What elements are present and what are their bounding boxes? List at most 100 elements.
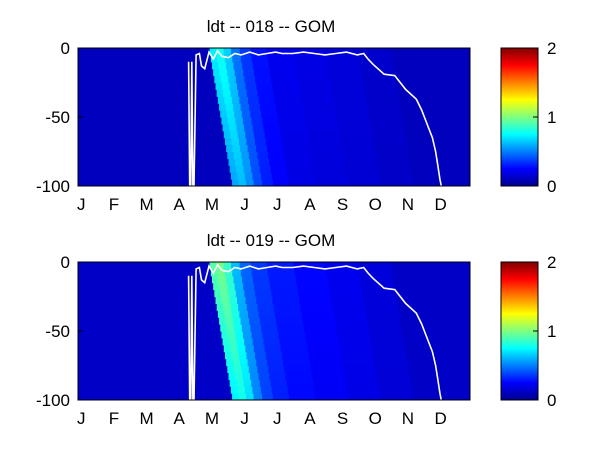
heatmap-2-cell xyxy=(360,275,394,284)
y-tick-label: -50 xyxy=(45,322,70,341)
colorbar-tick-label: 0 xyxy=(547,391,556,410)
heatmap-2-cell xyxy=(363,296,397,304)
heatmap-1-cell xyxy=(285,158,313,166)
heatmap-2-cell xyxy=(253,282,271,291)
heatmap-1-cell xyxy=(300,89,334,97)
y-tick-label: -50 xyxy=(45,108,70,127)
heatmap-1-cell xyxy=(214,75,222,84)
heatmap-1-cell xyxy=(234,68,244,77)
heatmap-1-cell xyxy=(256,144,268,153)
heatmap-1-cell xyxy=(288,179,317,186)
x-tick-label: J xyxy=(273,409,282,428)
heatmap-1-cell xyxy=(219,103,227,111)
heatmap-2-cell xyxy=(248,365,259,373)
heatmap-1-cell xyxy=(242,158,251,166)
heatmap-2-cell xyxy=(233,275,243,284)
heatmap-2-cell xyxy=(296,282,330,291)
heatmap-1-cell xyxy=(299,82,333,90)
x-tick-label: D xyxy=(434,409,446,428)
heatmap-2-cell xyxy=(294,268,328,277)
heatmap-1-cell xyxy=(211,61,220,70)
heatmap-1-cell xyxy=(304,110,337,118)
heatmap-2-cell xyxy=(343,365,377,373)
heatmap-2-cell xyxy=(331,296,365,304)
heatmap-2-cell xyxy=(219,317,227,325)
heatmap-2-cell xyxy=(224,268,233,277)
heatmap-1-cell xyxy=(221,82,231,90)
heatmap-2-cell xyxy=(300,303,334,311)
y-tick-label: -100 xyxy=(36,177,70,196)
heatmap-2-cell xyxy=(255,289,272,298)
heatmap-2-cell xyxy=(361,282,395,291)
heatmap-1-cell xyxy=(268,61,297,70)
heatmap-2-cell xyxy=(246,351,256,360)
heatmap-1-cell xyxy=(327,61,361,70)
heatmap-2-cell xyxy=(309,358,343,367)
heatmap-2-cell xyxy=(278,331,306,339)
colorbar-tick-label: 1 xyxy=(547,108,556,127)
heatmap-1-cell xyxy=(369,117,403,125)
heatmap-1-cell xyxy=(348,179,381,186)
heatmap-1-cell xyxy=(223,48,232,56)
heatmap-2-cell xyxy=(307,344,341,353)
heatmap-2-cell xyxy=(268,275,297,284)
heatmap-1-cell xyxy=(330,75,364,84)
x-tick-label: S xyxy=(337,195,348,214)
heatmap-1-cell xyxy=(337,117,371,125)
x-tick-label: A xyxy=(174,195,186,214)
heatmap-2-cell xyxy=(239,262,252,270)
heatmap-2-cell xyxy=(225,275,235,284)
heatmap-2-cell xyxy=(228,289,237,298)
heatmap-2-cell xyxy=(308,351,342,360)
heatmap-2-cell xyxy=(235,331,244,339)
heatmap-1-cell xyxy=(227,68,236,77)
heatmap-2-cell xyxy=(266,358,284,367)
heatmap-1-cell xyxy=(261,110,278,118)
heatmap-2-cell xyxy=(230,386,238,394)
heatmap-2-cell xyxy=(284,365,312,373)
heatmap-1-cell xyxy=(329,68,362,77)
heatmap-1-cell xyxy=(325,48,359,56)
heatmap-2-cell xyxy=(240,317,250,325)
heatmap-1-cell xyxy=(245,82,257,90)
colorbar-tick-label: 2 xyxy=(547,253,556,272)
heatmap-2-cell xyxy=(315,393,349,400)
heatmap-2-cell xyxy=(222,337,230,346)
heatmap-2-cell xyxy=(339,344,373,353)
heatmap-2-cell xyxy=(337,331,371,339)
heatmap-2-cell xyxy=(271,289,299,298)
heatmap-1-cell xyxy=(238,137,248,146)
heatmap-2-cell xyxy=(272,393,290,400)
heatmap-2-cell xyxy=(379,386,412,394)
heatmap-1-cell xyxy=(372,130,405,139)
heatmap-1-cell xyxy=(246,179,255,186)
colorbar-1-gradient xyxy=(500,47,539,187)
heatmap-2-cell xyxy=(245,296,257,304)
heatmap-1-cell xyxy=(376,158,410,166)
heatmap-2-cell xyxy=(370,337,404,346)
heatmap-1-cell xyxy=(257,151,269,159)
heatmap-1-cell xyxy=(375,151,409,159)
heatmap-2-cell xyxy=(373,351,406,360)
heatmap-1-cell xyxy=(233,103,242,111)
heatmap-2-cell xyxy=(269,372,287,380)
heatmap-1-cell xyxy=(266,144,284,153)
heatmap-1-cell xyxy=(222,123,230,132)
heatmap-1-cell xyxy=(237,82,247,90)
heatmap-1-cell xyxy=(256,82,274,90)
heatmap-1-cell xyxy=(366,96,399,104)
heatmap-2-cell xyxy=(368,324,402,332)
heatmap-2-cell xyxy=(243,379,252,387)
heatmap-2-cell xyxy=(239,310,249,318)
heatmap-2-cell xyxy=(304,324,337,332)
heatmap-2-cell xyxy=(364,303,398,311)
heatmap-2-cell xyxy=(262,331,279,339)
heatmap-2-cell xyxy=(246,393,255,400)
heatmap-1-cell xyxy=(220,110,228,118)
heatmap-1-cell xyxy=(268,151,285,159)
x-tick-label: F xyxy=(109,195,119,214)
heatmap-2-cell xyxy=(367,317,401,325)
heatmap-2-cell xyxy=(326,268,360,277)
heatmap-2-cell xyxy=(338,337,372,346)
heatmap-2-cell xyxy=(237,344,246,353)
